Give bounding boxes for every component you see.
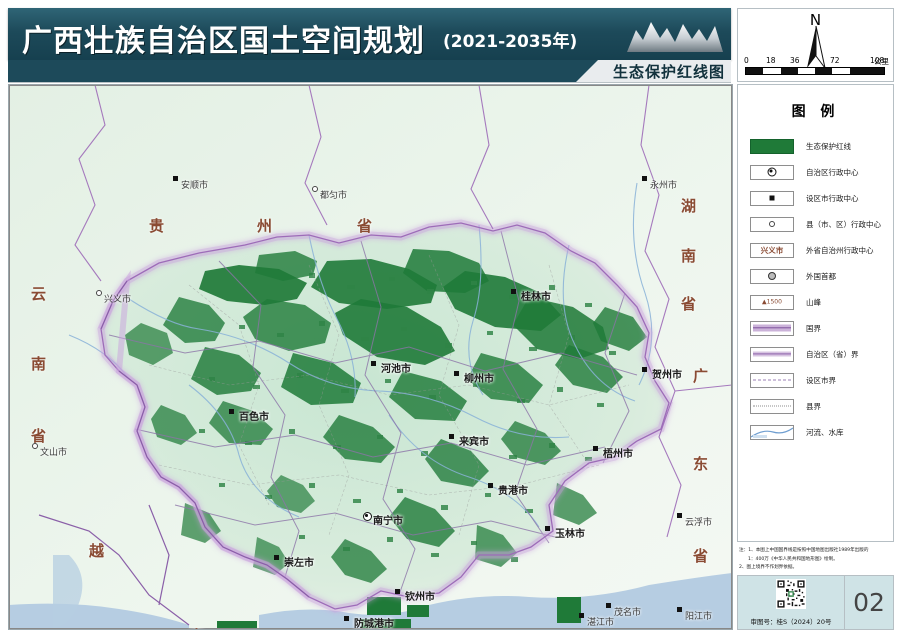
approval-stamp: 审图号：桂S（2024）20号 02 xyxy=(737,575,894,630)
national-boundary-line xyxy=(750,320,794,336)
map-disclaimer-note: 注：1、本图上中国国界线是按照中国地图出版社1989年出版的 1：400万《中华人… xyxy=(739,548,892,574)
legend-item-label: 设区市界 xyxy=(806,375,836,385)
title-bar: 广西壮族自治区国土空间规划 (2021-2035年) xyxy=(8,8,731,60)
river-reservoir-icon xyxy=(750,424,794,440)
legend-item-label: 山峰 xyxy=(806,297,821,307)
legend-item-4: 兴义市 外省自治州行政中心 xyxy=(738,237,893,263)
note-line-1: 1：400万《中华人民共和国地形图》绘制。 xyxy=(748,556,838,562)
scale-tick: 18 xyxy=(766,56,776,65)
approval-left: 审图号：桂S（2024）20号 xyxy=(738,576,845,629)
legend-item-9: 设区市界 xyxy=(738,367,893,393)
map-subtitle: 生态保护红线图 xyxy=(612,63,725,81)
foreign-capital-icon xyxy=(750,268,794,284)
legend-panel: 图 例 生态保护红线 自治区行政中心 设区市行政中心县（市、区）行政中心兴义市 外省自… xyxy=(737,84,894,542)
prefecture-square-icon xyxy=(750,190,794,206)
compass-scale-box: N 0183672108144公里 xyxy=(737,8,894,82)
legend-item-2: 设区市行政中心 xyxy=(738,185,893,211)
legend-item-8: 自治区（省）界 xyxy=(738,341,893,367)
scale-tick: 36 xyxy=(790,56,800,65)
legend-item-label: 县（市、区）行政中心 xyxy=(806,219,881,229)
province-boundary-line xyxy=(750,346,794,362)
legend-item-label: 自治区行政中心 xyxy=(806,167,859,177)
scale-tick-labels: 0183672108144公里 xyxy=(742,56,889,67)
legend-item-label: 自治区（省）界 xyxy=(806,349,859,359)
legend-title: 图 例 xyxy=(791,104,840,120)
page-number: 02 xyxy=(853,588,885,617)
legend-item-label: 外国首都 xyxy=(806,271,836,281)
county-circle-icon xyxy=(750,216,794,232)
legend-item-label: 国界 xyxy=(806,323,821,333)
scale-tick: 108 xyxy=(870,56,885,65)
legend-item-label: 河流、水库 xyxy=(806,427,844,437)
capital-star-dot-icon xyxy=(750,164,794,180)
legend-item-7: 国界 xyxy=(738,315,893,341)
note-line-0: 注：1、本图上中国国界线是按照中国地图出版社1989年出版的 xyxy=(739,548,869,553)
prefecture-boundary-line xyxy=(750,372,794,388)
subtitle-band-accent xyxy=(8,60,598,82)
title-year-range: (2021-2035年) xyxy=(443,32,578,52)
north-label: N xyxy=(809,11,822,29)
legend-item-label: 县界 xyxy=(806,401,821,411)
legend-item-label: 生态保护红线 xyxy=(806,141,851,151)
scale-unit: 公里 xyxy=(874,57,889,66)
approval-number: 审图号：桂S（2024）20号 xyxy=(750,618,832,626)
subtitle-band: 生态保护红线图 xyxy=(8,60,731,83)
legend-item-10: 县界 xyxy=(738,393,893,419)
page-title: 广西壮族自治区国土空间规划 xyxy=(22,24,425,59)
legend-item-6: ▲1500 山峰 xyxy=(738,289,893,315)
county-boundary-line xyxy=(750,398,794,414)
legend-item-3: 县（市、区）行政中心 xyxy=(738,211,893,237)
mountain-peak-icon: ▲1500 xyxy=(750,294,794,310)
legend-item-label: 外省自治州行政中心 xyxy=(806,245,874,255)
map-graphics xyxy=(9,85,732,629)
filled-green-swatch xyxy=(750,138,794,154)
legend-item-1: 自治区行政中心 xyxy=(738,159,893,185)
legend-item-11: 河流、水库 xyxy=(738,419,893,445)
north-arrow-icon xyxy=(806,26,825,69)
legend-item-0: 生态保护红线 xyxy=(738,133,893,159)
note-line-2: 2、图上境界不作划界依据。 xyxy=(739,565,798,571)
scale-tick: 0 xyxy=(744,56,749,65)
right-rail: N 0183672108144公里 图 例 生态保护红线自治区行政中心设区市行政… xyxy=(737,8,894,630)
out-province-label-icon: 兴义市 xyxy=(750,242,794,258)
legend-item-5: 外国首都 xyxy=(738,263,893,289)
qr-code-icon[interactable] xyxy=(776,579,806,609)
legend-rows: 生态保护红线 自治区行政中心 设区市行政中心县（市、区）行政中心兴义市 外省自治州行政… xyxy=(738,133,893,445)
scale-tick: 72 xyxy=(830,56,840,65)
legend-item-label: 设区市行政中心 xyxy=(806,193,859,203)
mountain-range-icon xyxy=(627,22,723,52)
scale-bar xyxy=(745,67,885,75)
